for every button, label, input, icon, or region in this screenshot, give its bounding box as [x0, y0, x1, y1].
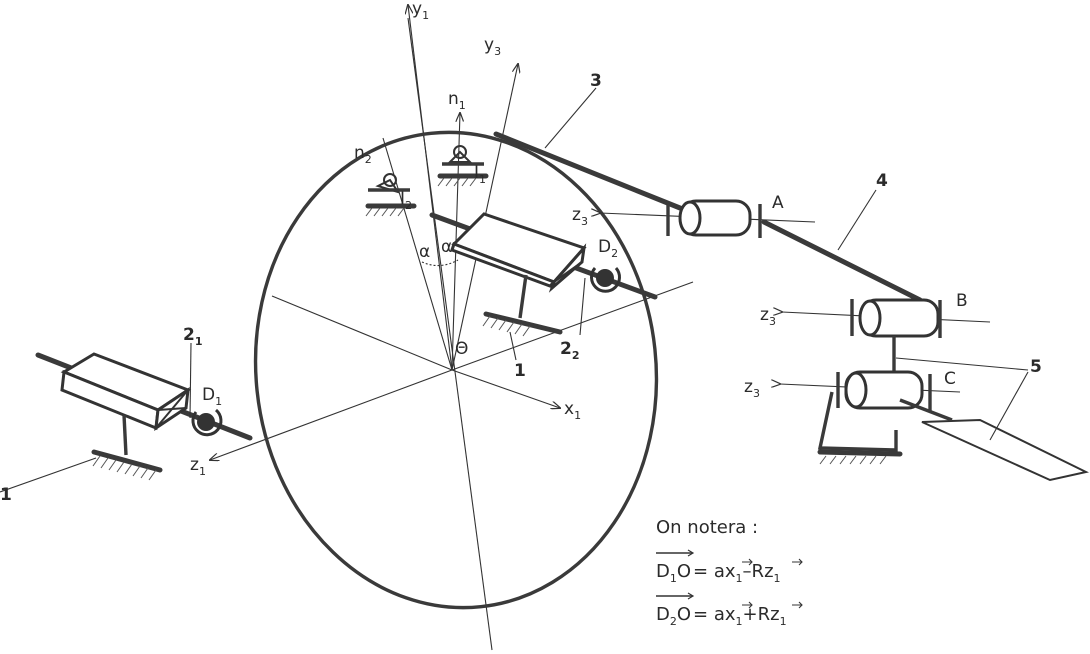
label-y1: y1	[412, 0, 429, 22]
leader-p2-2	[579, 277, 586, 336]
leader-p3	[544, 87, 597, 149]
label-n1: n1	[448, 89, 466, 112]
left-bearing-support	[35, 352, 253, 481]
contact-support-I2	[365, 173, 417, 217]
note-heading: On notera :	[656, 517, 758, 538]
label-I2: I2	[400, 189, 412, 212]
socket-D1	[191, 408, 223, 437]
label-z3-b: z3	[760, 305, 776, 328]
wheel-disk	[253, 130, 659, 610]
leader-p5-a	[895, 357, 1029, 371]
eq2-text: D2O = ax1+Rz1	[656, 604, 787, 628]
label-C: C	[944, 369, 956, 389]
equation-2: D2O = ax1+Rz1	[656, 592, 803, 628]
axis-z1-line	[210, 369, 453, 460]
label-D1: D1	[202, 385, 222, 408]
plate-part5	[921, 418, 1089, 482]
leader-p2-1	[189, 342, 192, 419]
leader-p1-left	[0, 457, 97, 493]
joint-C-cylinder	[780, 370, 961, 465]
label-I1: I1	[474, 163, 486, 186]
equation-1: D1O = ax1–Rz1	[656, 549, 803, 585]
label-z3-c: z3	[744, 377, 760, 400]
ball-D2	[596, 269, 614, 287]
label-D2: D2	[598, 237, 618, 260]
axis-x1-line	[451, 369, 560, 408]
label-part5: 5	[1030, 357, 1042, 377]
arm-part4	[761, 219, 923, 303]
y1-arrow	[408, 5, 453, 371]
label-B: B	[956, 291, 968, 311]
label-A: A	[772, 193, 784, 213]
leader-p1-center	[509, 331, 517, 361]
leader-p4	[837, 189, 877, 251]
label-part3: 3	[590, 71, 602, 91]
label-part1-left: 1	[0, 485, 12, 505]
leader-p5-b	[989, 371, 1029, 441]
label-part2-1: 21	[183, 325, 203, 348]
label-origin: Θ	[455, 339, 468, 359]
label-z1: z1	[190, 455, 206, 478]
label-part1-center: 1	[514, 361, 526, 381]
joint-B-cylinder	[782, 298, 991, 374]
eq1-text: D1O = ax1–Rz1	[656, 561, 781, 585]
arm-part3	[493, 131, 683, 211]
socket-D2	[590, 267, 621, 293]
label-alpha-left: α	[419, 242, 430, 262]
plate-link	[899, 398, 953, 422]
label-part2-2: 22	[560, 339, 580, 362]
label-z3-a: z3	[572, 205, 588, 228]
contact-support-I1	[437, 145, 489, 187]
axis-x1-back	[271, 295, 453, 371]
label-x1: x1	[564, 399, 581, 422]
central-bearing-support	[429, 212, 658, 337]
label-alpha-right: α	[441, 237, 452, 257]
note-block: On notera : D1O = ax1–Rz1 D2O = ax1+Rz1	[656, 517, 803, 628]
joint-A-cylinder	[600, 199, 816, 238]
label-n2: n2	[354, 143, 372, 166]
ball-D1	[197, 413, 215, 431]
label-part4: 4	[876, 171, 888, 191]
label-y3: y3	[484, 35, 501, 58]
